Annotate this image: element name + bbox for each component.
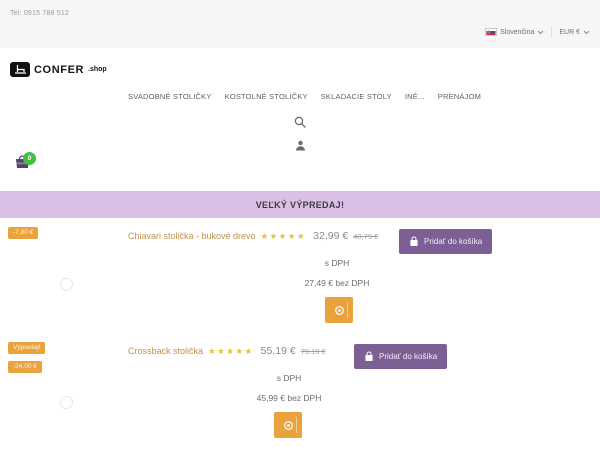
site-logo[interactable]: CONFER .shop (10, 62, 107, 77)
add-to-cart-button[interactable]: Pridať do košíka (354, 344, 448, 369)
account-icon[interactable] (295, 138, 306, 156)
topbar: Tel: 0915 788 512 Slovenčina EUR € (0, 0, 600, 48)
quick-view-button[interactable] (325, 297, 353, 323)
eye-target-icon (334, 305, 344, 315)
product-price: 32,99 € (313, 230, 349, 242)
quick-view-button[interactable] (274, 412, 302, 438)
rating-stars: ★★★★★ (208, 345, 254, 356)
locale-divider (551, 27, 553, 37)
product-old-price: 79,19 € (300, 346, 326, 356)
chair-logo-icon (10, 62, 30, 77)
locale-bar: Slovenčina EUR € (485, 27, 590, 37)
nav-item-kostolne-stolicky[interactable]: KOSTOLNÉ STOLIČKY (224, 92, 308, 101)
discount-badge: -24,00 € (8, 361, 42, 373)
chevron-down-icon (538, 30, 544, 34)
shopping-bag-icon (365, 351, 373, 361)
product-row: Crossback stolička ★★★★★ 55,19 € 79,19 € (128, 345, 326, 357)
language-selector[interactable]: Slovenčina (485, 28, 544, 36)
product-title-link[interactable]: Chiavari stolička - bukové drevo (128, 231, 256, 241)
loading-spinner (60, 396, 73, 409)
add-to-cart-label: Pridať do košíka (379, 352, 438, 361)
phone-number: Tel: 0915 788 512 (10, 10, 70, 17)
tax-note: s DPH (324, 258, 350, 268)
nav-item-svadobne-stolicky[interactable]: SVADOBNÉ STOLIČKY (128, 92, 212, 101)
discount-badge: -7,80 € (8, 227, 39, 239)
sale-banner: VEĽKÝ VÝPREDAJ! (0, 191, 600, 218)
tax-note: s DPH (276, 373, 302, 383)
search-icon[interactable] (294, 116, 307, 134)
main-nav: SVADOBNÉ STOLIČKY KOSTOLNÉ STOLIČKY SKLA… (128, 92, 481, 101)
rating-stars: ★★★★★ (260, 230, 307, 241)
nav-item-prenajom[interactable]: PRENÁJOM (437, 92, 482, 101)
currency-label: EUR € (559, 28, 580, 36)
price-without-tax: 45,99 € bez DPH (256, 393, 322, 403)
sale-badge: Výpredaj! (8, 342, 46, 354)
language-label: Slovenčina (500, 28, 535, 36)
shopping-bag-icon (410, 236, 418, 246)
add-to-cart-button[interactable]: Pridať do košíka (399, 229, 493, 254)
chevron-down-icon (583, 30, 590, 34)
nav-item-ine[interactable]: INÉ... (404, 92, 425, 101)
price-without-tax: 27,49 € bez DPH (304, 278, 370, 288)
sale-banner-text: VEĽKÝ VÝPREDAJ! (255, 199, 345, 210)
product-row: Chiavari stolička - bukové drevo ★★★★★ 3… (128, 230, 378, 242)
nav-item-skladacie-stoly[interactable]: SKLADACIE STOLY (320, 92, 392, 101)
product-old-price: 40,79 € (353, 231, 379, 241)
add-to-cart-label: Pridať do košíka (424, 237, 483, 246)
slovakia-flag-icon (485, 28, 498, 36)
product-title-link[interactable]: Crossback stolička (128, 346, 204, 356)
cart-widget[interactable]: 0 (13, 152, 41, 177)
logo-suffix: .shop (88, 66, 107, 73)
logo-text: CONFER (34, 63, 85, 76)
currency-selector[interactable]: EUR € (559, 29, 590, 36)
product-price: 55,19 € (260, 345, 296, 357)
eye-target-icon (283, 420, 293, 430)
loading-spinner (60, 278, 73, 291)
cart-count-badge: 0 (23, 152, 36, 165)
